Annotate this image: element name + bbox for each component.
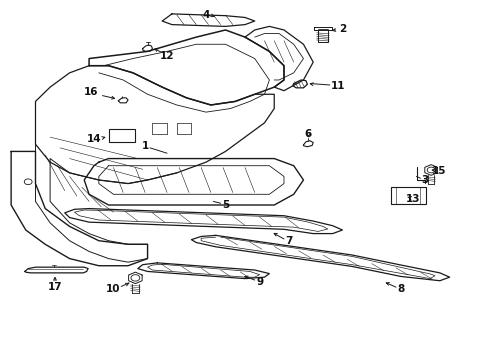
Text: 15: 15 (432, 166, 446, 176)
Text: 2: 2 (339, 24, 346, 34)
Text: 13: 13 (406, 194, 420, 204)
Text: 4: 4 (202, 10, 210, 20)
Text: 3: 3 (422, 175, 429, 185)
Text: 14: 14 (87, 134, 101, 144)
Text: 11: 11 (330, 81, 345, 91)
Bar (391, 187, 426, 204)
Text: 16: 16 (84, 87, 99, 98)
Text: 12: 12 (160, 51, 174, 61)
Text: 10: 10 (106, 284, 121, 294)
Text: 8: 8 (397, 284, 405, 294)
Text: 9: 9 (256, 277, 263, 287)
Text: 6: 6 (305, 129, 312, 139)
Text: 7: 7 (285, 236, 293, 246)
Text: 17: 17 (48, 282, 62, 292)
Bar (109, 129, 135, 143)
Text: 1: 1 (142, 141, 149, 151)
Text: 5: 5 (222, 200, 229, 210)
